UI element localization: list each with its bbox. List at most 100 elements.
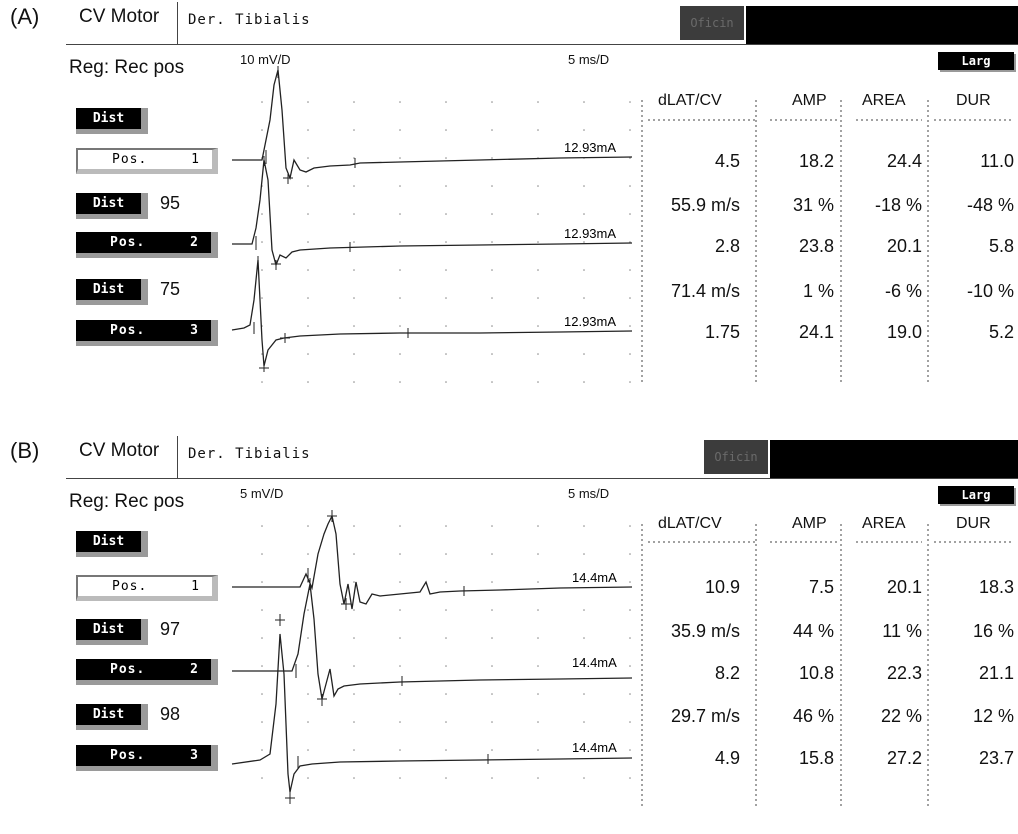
dist-button[interactable]: Dist [76, 279, 148, 305]
column-dividers [641, 100, 1012, 385]
sensitivity-label: 5 mV/D [240, 486, 284, 501]
grid-dot [261, 525, 263, 527]
pos-3-button[interactable]: Pos. 3 [76, 320, 218, 346]
table-cell: 55.9 m/s [670, 195, 740, 215]
grid-dot [583, 637, 585, 639]
table-cell: 5.2 [988, 322, 1014, 342]
muscle-name: Der. Tibialis [188, 12, 311, 28]
grid-dot [261, 553, 263, 555]
grid-dot [261, 297, 263, 299]
table-cell: -10 % [966, 281, 1014, 301]
grid-dot [307, 157, 309, 159]
table-cell: 2.8 [714, 236, 740, 256]
column-dividers [641, 524, 1012, 806]
grid-dot [537, 353, 539, 355]
pos-2-button[interactable]: Pos. 2 [76, 232, 218, 258]
pos-number: 2 [190, 235, 199, 250]
grid-dot [583, 609, 585, 611]
pos-1-button[interactable]: Pos. 1 [76, 148, 218, 174]
grid-dot [399, 553, 401, 555]
grid-dot [307, 693, 309, 695]
grid-dot [629, 749, 631, 751]
grid-dot [445, 101, 447, 103]
distance-value: 98 [160, 704, 181, 724]
sensitivity-label: 10 mV/D [240, 52, 291, 67]
grid-dot [353, 665, 355, 667]
dist-button[interactable]: Dist [76, 193, 148, 219]
test-title: CV Motor [79, 440, 160, 461]
panel-a: (A) CV Motor Der. Tibialis Oficin Reg: R… [0, 0, 1018, 400]
muscle-name: Der. Tibialis [188, 446, 311, 462]
pos-label: Pos. [110, 235, 146, 250]
grid-dot [353, 525, 355, 527]
oficin-label: Oficin [704, 440, 768, 474]
table-cell: 24.4 [886, 151, 922, 171]
grid-dot [629, 525, 631, 527]
table-cell: 44 % [792, 621, 834, 641]
grid-dot [307, 553, 309, 555]
grid-dot [629, 297, 631, 299]
grid-dot [491, 749, 493, 751]
dist-label: Dist [92, 707, 125, 722]
recording-site: Reg: Rec pos [69, 57, 185, 78]
grid-dot [261, 665, 263, 667]
grid-dot [491, 721, 493, 723]
waveform-display: 14.4mA 14.4mA 14.4mA [231, 510, 1012, 806]
marker-ticks [275, 614, 489, 804]
dist-button[interactable]: Dist [76, 531, 148, 557]
grid-dot [583, 777, 585, 779]
pos-2-button[interactable]: Pos. 2 [76, 659, 218, 685]
grid-dot [399, 525, 401, 527]
larg-button[interactable]: Larg [938, 52, 1014, 70]
grid-dot [307, 101, 309, 103]
grid-dot [491, 381, 493, 383]
grid-dot [307, 381, 309, 383]
grid-dot [399, 157, 401, 159]
table-cell: 24.1 [798, 322, 834, 342]
table-cell: -6 % [884, 281, 922, 301]
grid-dot [537, 185, 539, 187]
larg-button[interactable]: Larg [938, 486, 1014, 504]
grid-dot [583, 353, 585, 355]
grid-dot [307, 269, 309, 271]
grid-dot [353, 637, 355, 639]
grid-dot [399, 637, 401, 639]
pos-3-button[interactable]: Pos. 3 [76, 745, 218, 771]
grid-dot [537, 213, 539, 215]
table-cell: 18.3 [978, 577, 1014, 597]
dist-button[interactable]: Dist [76, 704, 148, 730]
pos-1-button[interactable]: Pos. 1 [76, 575, 218, 601]
dist-button[interactable]: Dist [76, 619, 148, 645]
grid-dot [353, 553, 355, 555]
grid-dot [261, 213, 263, 215]
grid-dot [491, 581, 493, 583]
grid-dot [583, 721, 585, 723]
redacted-box [746, 6, 1018, 44]
table-cell: 4.5 [714, 151, 740, 171]
grid-dot [583, 269, 585, 271]
dist-button[interactable]: Dist [76, 108, 148, 134]
stim-label-1: 12.93mA [564, 140, 616, 155]
grid-dot [353, 241, 355, 243]
grid-dot [445, 129, 447, 131]
grid-dot [399, 353, 401, 355]
test-title: CV Motor [79, 6, 160, 27]
grid-dot [445, 525, 447, 527]
col-header-area: AREA [862, 92, 906, 109]
grid-dot [445, 325, 447, 327]
sweep-label: 5 ms/D [568, 52, 610, 67]
grid-dot [307, 353, 309, 355]
grid-dot [583, 297, 585, 299]
grid-dot [491, 213, 493, 215]
col-header-dlat: dLAT/CV [658, 92, 722, 109]
grid-dot [353, 325, 355, 327]
col-header-dlat: dLAT/CV [658, 515, 722, 532]
table-cell: 23.8 [798, 236, 834, 256]
table-cell: 1.75 [704, 322, 740, 342]
grid-dot [491, 553, 493, 555]
grid-dot [261, 269, 263, 271]
grid-dot [583, 129, 585, 131]
grid-dot [353, 693, 355, 695]
grid-dot [307, 721, 309, 723]
grid-dot [491, 525, 493, 527]
